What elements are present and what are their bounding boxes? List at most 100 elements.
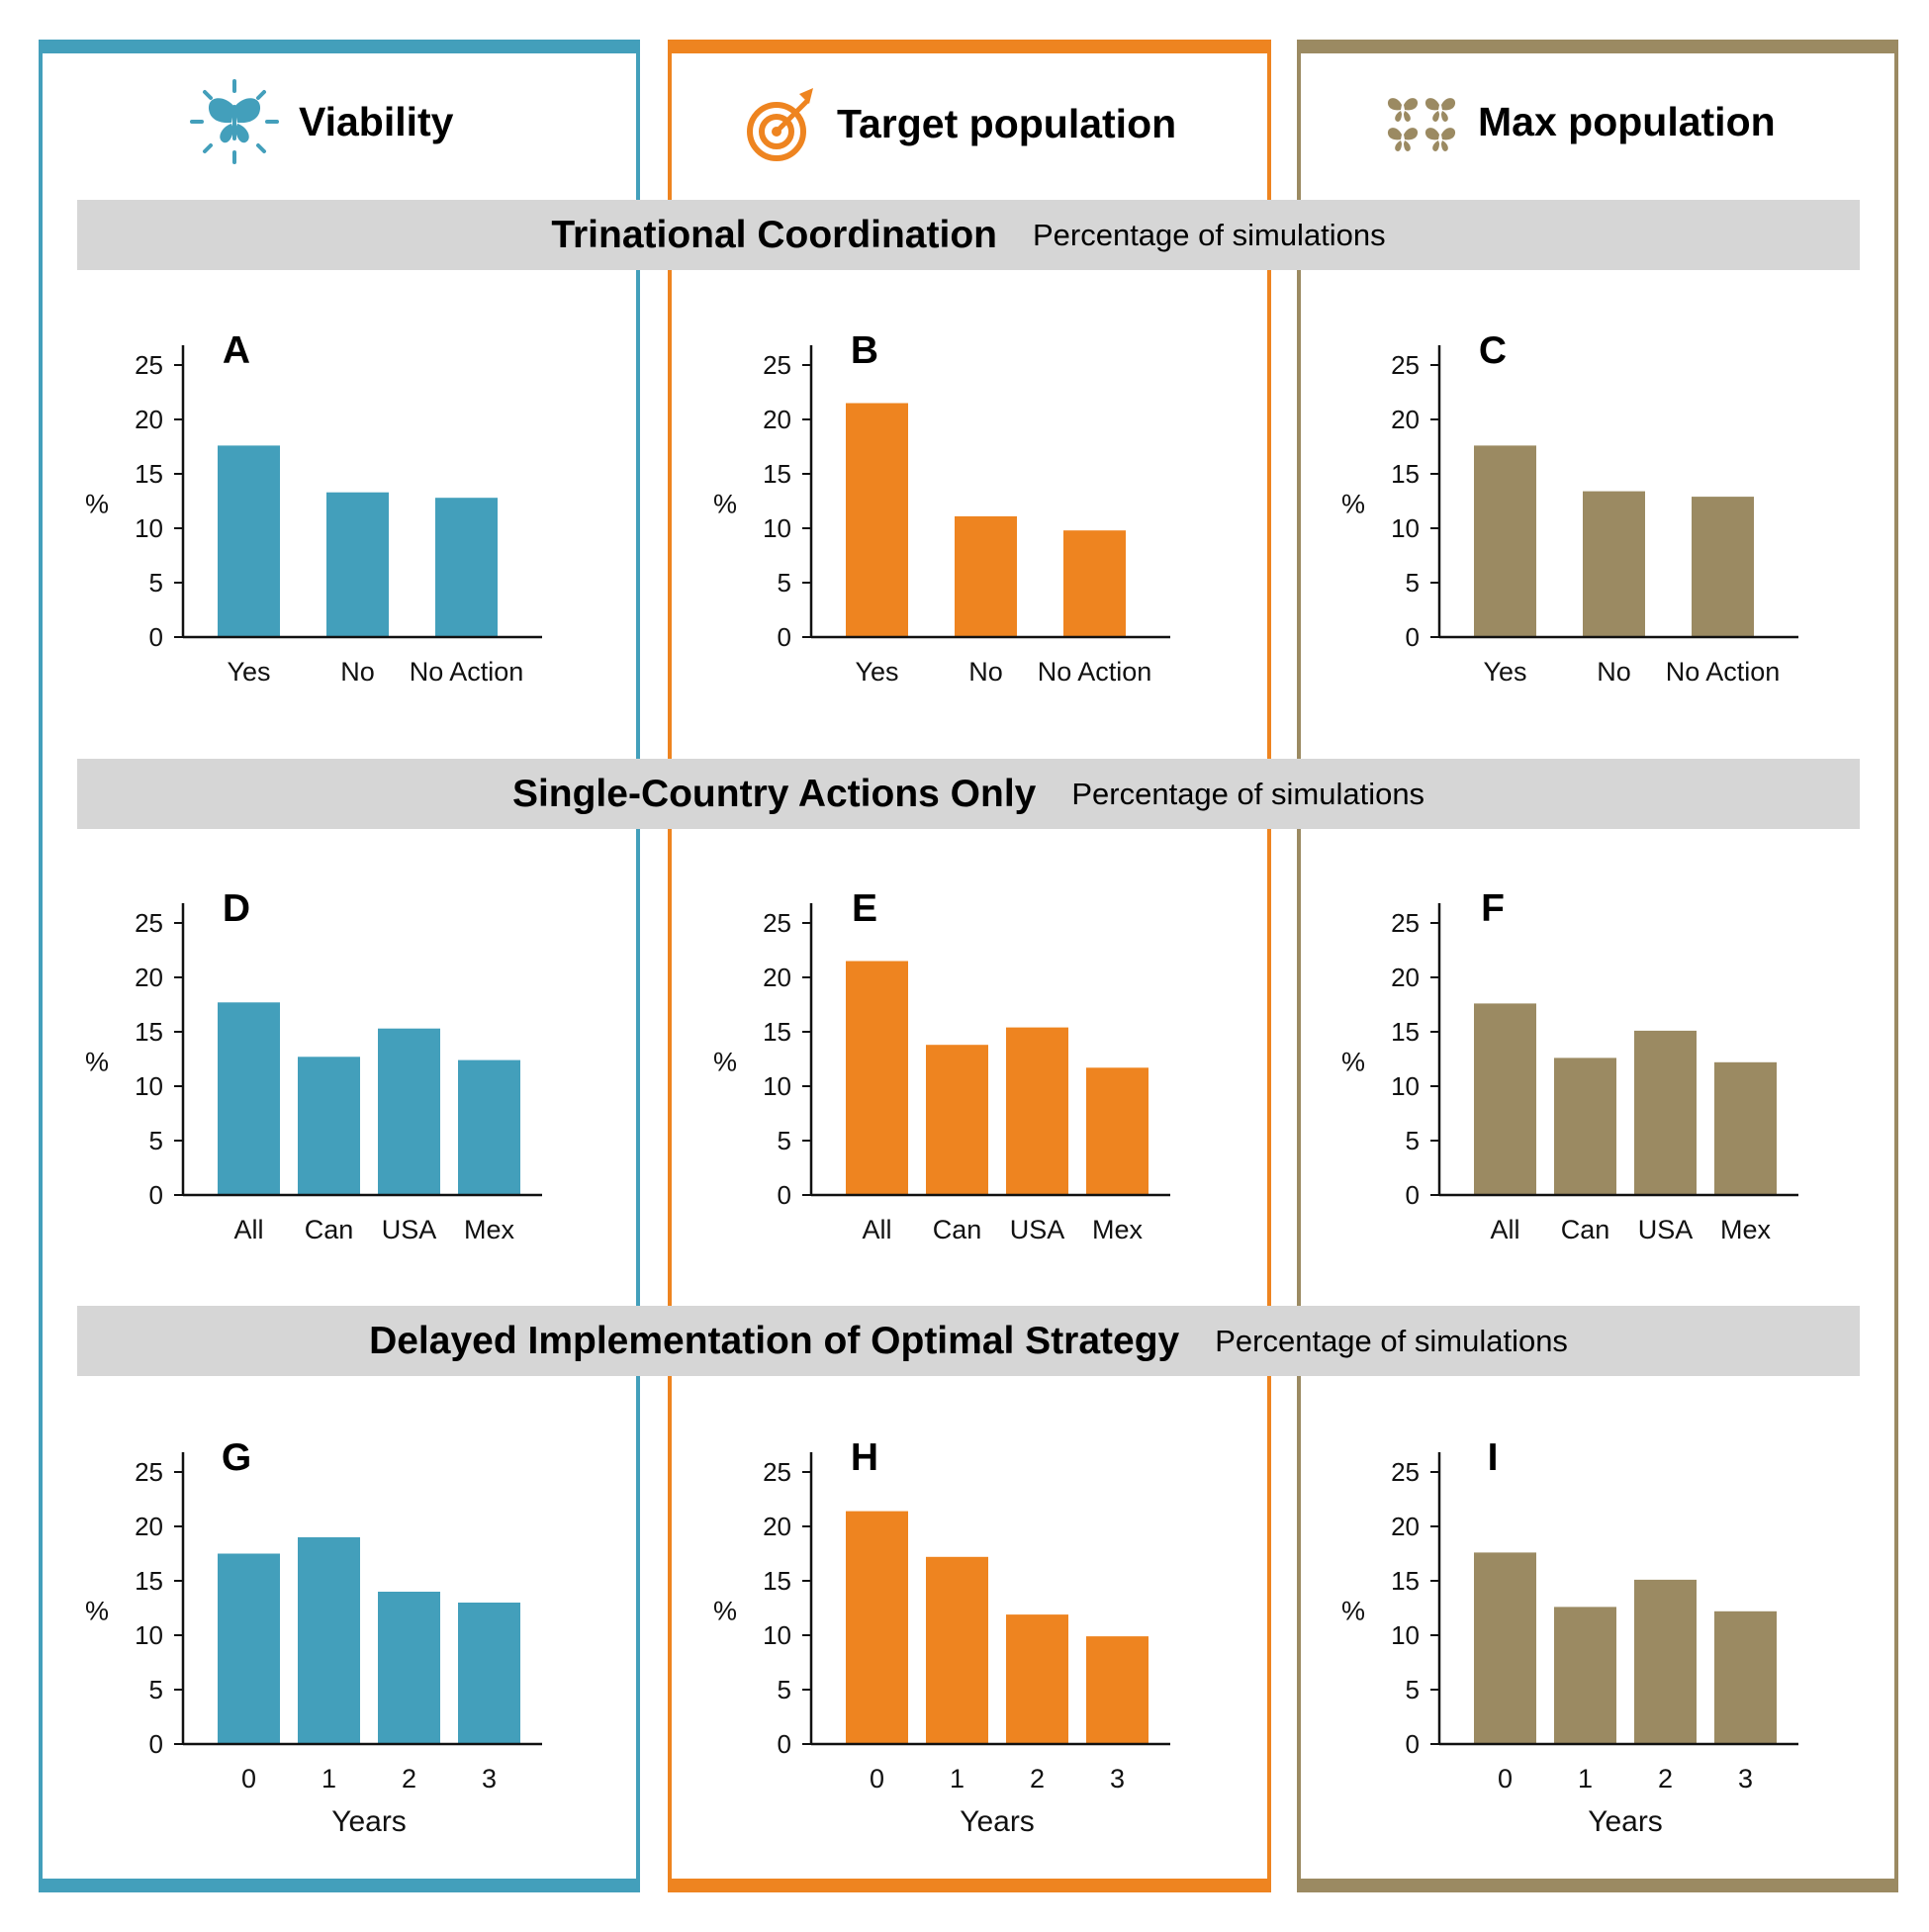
panel-letter: E — [852, 887, 877, 930]
bar-c-0 — [1474, 445, 1536, 637]
x-tick-label: USA — [1010, 1215, 1065, 1244]
y-tick-label: 25 — [135, 908, 163, 938]
y-axis-label: % — [85, 490, 109, 519]
y-tick-label: 0 — [778, 622, 791, 652]
band-subtitle: Percentage of simulations — [1215, 1323, 1568, 1358]
band-delayed: Delayed Implementation of Optimal Strate… — [77, 1306, 1860, 1376]
panel-letter: C — [1479, 329, 1507, 372]
panel-letter: D — [223, 887, 250, 930]
y-tick-label: 25 — [763, 350, 791, 380]
y-tick-label: 5 — [778, 1126, 791, 1155]
x-tick-label: 1 — [950, 1764, 964, 1794]
y-tick-label: 15 — [135, 459, 163, 489]
band-subtitle: Percentage of simulations — [1032, 217, 1386, 252]
x-tick-label: 3 — [1738, 1764, 1753, 1794]
y-tick-label: 15 — [763, 1017, 791, 1047]
chart-panel-i: 0 1 2 3 0 5 10 15 20 25% I Years — [1341, 1436, 1798, 1838]
y-tick-label: 5 — [149, 1126, 163, 1155]
x-tick-label: Can — [305, 1215, 354, 1244]
viability-column-frame — [39, 40, 640, 1892]
bar-f-1 — [1554, 1058, 1616, 1195]
x-tick-label: All — [233, 1215, 263, 1244]
x-tick-label: No Action — [1038, 657, 1152, 687]
chart-panel-e: All Can USA Mex 0 5 10 15 20 25% E — [713, 887, 1170, 1244]
band-title: Delayed Implementation of Optimal Strate… — [369, 1319, 1180, 1362]
y-tick-label: 20 — [763, 963, 791, 992]
y-axis-label: % — [1341, 490, 1365, 519]
x-tick-label: 2 — [1658, 1764, 1673, 1794]
x-tick-label: Mex — [1720, 1215, 1772, 1244]
x-tick-label: No — [1597, 657, 1631, 687]
bar-g-0 — [218, 1553, 280, 1744]
panel-letter: G — [222, 1436, 251, 1479]
bar-f-3 — [1714, 1061, 1777, 1195]
bar-i-0 — [1474, 1552, 1536, 1744]
x-tick-label: Can — [1561, 1215, 1610, 1244]
x-tick-label: Can — [933, 1215, 982, 1244]
y-tick-label: 5 — [149, 1675, 163, 1704]
x-tick-label: All — [862, 1215, 891, 1244]
panel-letter: F — [1481, 887, 1505, 930]
chart-panel-b: Yes No No Action 0 5 10 15 20 25% B — [713, 329, 1170, 687]
bar-d-0 — [218, 1002, 280, 1195]
x-tick-label: 3 — [482, 1764, 497, 1794]
panel-letter: B — [851, 329, 878, 372]
y-tick-label: 10 — [763, 513, 791, 543]
y-tick-label: 20 — [763, 1512, 791, 1541]
x-tick-label: No — [340, 657, 375, 687]
y-tick-label: 20 — [1391, 963, 1420, 992]
butterflies-icon — [1387, 98, 1456, 151]
bar-b-0 — [846, 403, 908, 637]
y-tick-label: 15 — [135, 1566, 163, 1596]
y-tick-label: 5 — [1406, 1126, 1420, 1155]
y-tick-label: 0 — [778, 1729, 791, 1759]
target-header: Target population — [744, 79, 1176, 168]
x-tick-label: 0 — [1498, 1764, 1513, 1794]
y-tick-label: 0 — [149, 622, 163, 652]
y-tick-label: 25 — [135, 350, 163, 380]
chart-panel-g: 0 1 2 3 0 5 10 15 20 25% G Years — [85, 1436, 542, 1838]
target-column-frame — [668, 40, 1271, 1892]
y-tick-label: 0 — [1406, 622, 1420, 652]
bar-d-3 — [458, 1059, 520, 1195]
y-tick-label: 5 — [1406, 1675, 1420, 1704]
y-tick-label: 0 — [1406, 1180, 1420, 1210]
x-tick-label: 2 — [1030, 1764, 1045, 1794]
y-tick-label: 15 — [1391, 1566, 1420, 1596]
bar-g-3 — [458, 1603, 520, 1744]
y-tick-label: 25 — [763, 908, 791, 938]
x-tick-label: Yes — [1483, 657, 1526, 687]
chart-panel-c: Yes No No Action 0 5 10 15 20 25% C — [1341, 329, 1798, 687]
x-tick-label: 1 — [1578, 1764, 1593, 1794]
bar-e-2 — [1006, 1027, 1068, 1195]
band-title: Single-Country Actions Only — [511, 772, 1037, 815]
max-column-frame — [1297, 40, 1898, 1892]
viability-title: Viability — [299, 98, 454, 144]
y-tick-label: 10 — [135, 1071, 163, 1101]
x-tick-label: Mex — [1092, 1215, 1144, 1244]
x-axis-label: Years — [331, 1805, 407, 1838]
x-tick-label: All — [1490, 1215, 1519, 1244]
y-tick-label: 20 — [135, 963, 163, 992]
y-tick-label: 25 — [135, 1457, 163, 1487]
y-tick-label: 20 — [763, 405, 791, 434]
bar-c-2 — [1692, 497, 1754, 637]
y-tick-label: 15 — [1391, 1017, 1420, 1047]
y-axis-label: % — [713, 1048, 737, 1077]
y-tick-label: 10 — [763, 1620, 791, 1650]
y-tick-label: 10 — [1391, 513, 1420, 543]
x-tick-label: USA — [382, 1215, 437, 1244]
panel-letter: H — [851, 1436, 878, 1479]
butterfly-icon — [190, 79, 279, 164]
band-title: Trinational Coordination — [551, 213, 997, 256]
bar-f-2 — [1634, 1030, 1697, 1195]
y-tick-label: 10 — [135, 513, 163, 543]
target-icon — [747, 88, 813, 161]
y-tick-label: 20 — [135, 1512, 163, 1541]
bar-i-1 — [1554, 1607, 1616, 1744]
bar-e-0 — [846, 961, 908, 1195]
bar-h-1 — [926, 1556, 988, 1744]
y-tick-label: 10 — [135, 1620, 163, 1650]
bar-g-1 — [298, 1537, 360, 1744]
